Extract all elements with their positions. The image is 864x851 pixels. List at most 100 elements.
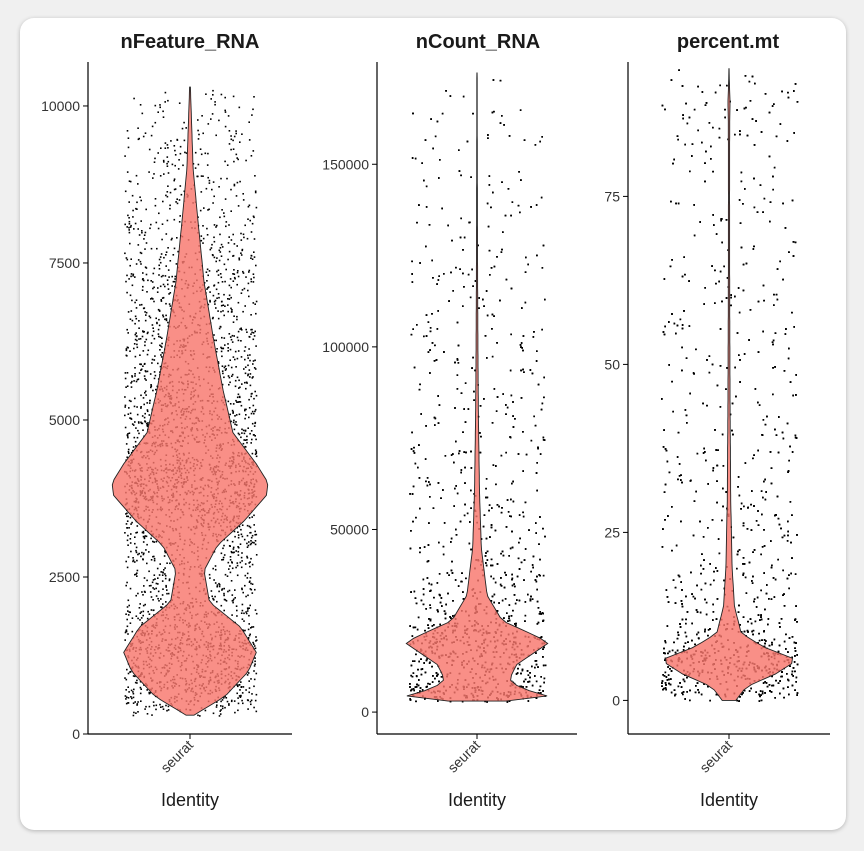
data-point (254, 449, 257, 451)
data-point (139, 354, 141, 356)
data-point (234, 415, 236, 417)
data-point (240, 340, 242, 342)
data-point (149, 591, 152, 593)
data-point (135, 445, 137, 447)
data-point (185, 152, 188, 154)
data-point (237, 534, 240, 536)
data-point (150, 298, 152, 300)
data-point (245, 595, 247, 598)
data-point (128, 180, 131, 182)
data-point (169, 260, 172, 262)
data-point (174, 149, 176, 152)
data-point (214, 568, 217, 571)
data-point (146, 291, 148, 293)
data-point (128, 452, 130, 455)
data-point (132, 449, 134, 452)
data-point (212, 597, 214, 600)
data-point (227, 310, 229, 313)
data-point (252, 332, 255, 334)
data-point (149, 316, 152, 319)
data-point (251, 534, 254, 537)
data-point (141, 278, 144, 281)
data-point (231, 375, 233, 377)
data-point (248, 541, 250, 543)
data-point (127, 672, 130, 675)
data-point (244, 563, 247, 565)
data-point (129, 611, 131, 614)
data-point (218, 583, 221, 586)
data-point (240, 686, 243, 688)
data-point (229, 571, 232, 574)
data-point (130, 523, 132, 525)
data-point (252, 360, 255, 362)
data-point (132, 446, 135, 448)
data-point (251, 422, 254, 425)
data-point (133, 97, 135, 100)
data-point (145, 311, 148, 314)
data-point (246, 382, 248, 384)
data-point (151, 324, 154, 326)
data-point (213, 599, 215, 601)
data-point (157, 152, 159, 154)
data-point (164, 101, 166, 103)
data-point (250, 254, 253, 257)
data-point (199, 715, 201, 717)
data-point (232, 148, 235, 150)
data-point (241, 428, 243, 431)
data-point (127, 702, 130, 704)
data-point (182, 164, 184, 167)
data-point (250, 155, 253, 157)
data-point (225, 221, 228, 223)
data-point (131, 423, 134, 425)
data-point (254, 660, 256, 663)
data-point (137, 138, 140, 141)
data-point (241, 383, 243, 385)
data-point (194, 151, 197, 154)
data-point (135, 332, 137, 334)
data-point (250, 314, 252, 316)
data-point (141, 622, 144, 624)
data-point (218, 327, 221, 330)
data-point (206, 227, 208, 230)
data-point (140, 220, 142, 222)
data-point (145, 549, 147, 551)
data-point (165, 194, 167, 197)
data-point (159, 365, 162, 368)
data-point (173, 145, 176, 147)
data-point (211, 254, 214, 256)
data-point (240, 556, 243, 559)
data-point (230, 580, 233, 582)
data-point (221, 699, 224, 701)
data-point (146, 332, 149, 335)
data-point (216, 348, 218, 350)
data-point (250, 699, 253, 702)
data-point (134, 440, 137, 443)
data-point (160, 571, 162, 573)
data-point (134, 301, 136, 304)
data-point (223, 544, 225, 547)
data-point (164, 318, 166, 321)
data-point (237, 536, 240, 539)
data-point (126, 226, 128, 228)
data-point (149, 227, 151, 230)
data-point (245, 689, 247, 691)
data-point (231, 373, 234, 376)
data-point (127, 697, 130, 699)
data-point (249, 577, 252, 579)
data-point (151, 581, 154, 584)
data-point (219, 710, 221, 712)
data-point (160, 706, 162, 708)
data-point (245, 611, 247, 613)
data-point (244, 358, 246, 361)
data-point (166, 191, 169, 193)
data-point (139, 363, 141, 365)
data-point (159, 344, 161, 347)
data-point (145, 535, 148, 538)
data-point (215, 339, 217, 342)
data-point (219, 247, 222, 249)
data-point (224, 365, 227, 367)
data-point (153, 161, 156, 163)
data-point (137, 259, 140, 261)
y-tick-label: 5000 (49, 412, 80, 428)
data-point (244, 584, 246, 587)
